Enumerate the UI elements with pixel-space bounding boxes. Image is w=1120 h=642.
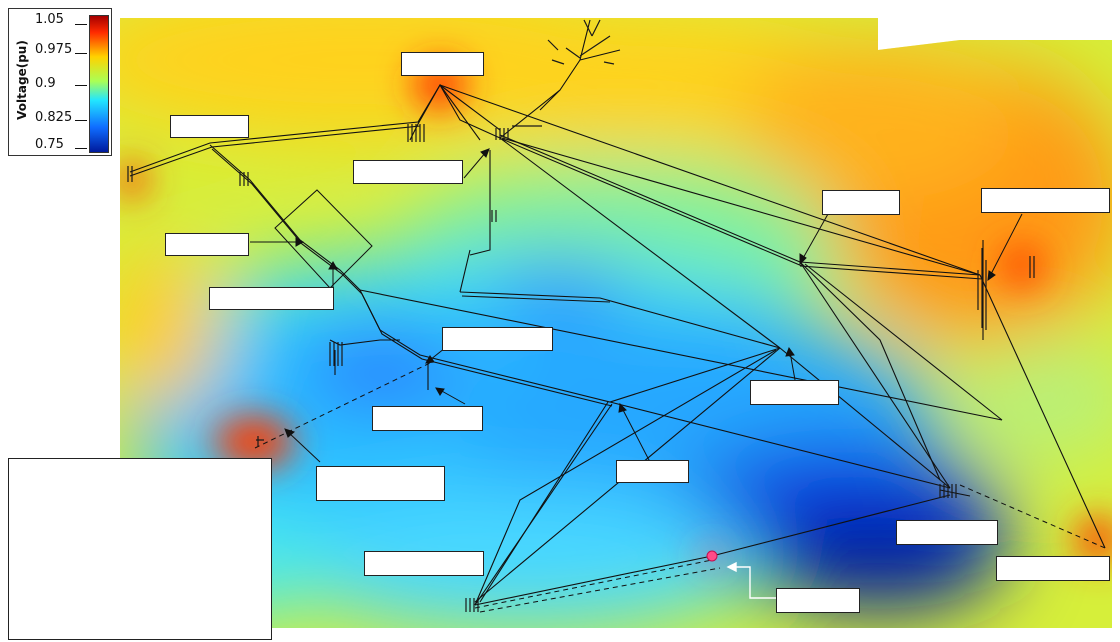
legend-tick: 0.825 [35,110,73,125]
callout-arrows [250,148,1023,463]
label-box [996,556,1110,581]
label-box [372,406,483,431]
color-legend: Voltage(pu) 1.05 0.975 0.9 0.825 0.75 [8,8,112,156]
tick-mark [75,24,87,25]
label-box [316,466,445,501]
label-box [165,233,249,256]
tick-mark [75,53,87,54]
bus-clusters [127,19,1035,612]
network-lines [129,19,1106,606]
source-marker [706,550,718,562]
highlight-region [274,189,373,289]
tick-mark [75,85,87,86]
label-box [209,287,334,310]
legend-tick: 0.975 [35,42,73,57]
label-box [822,190,900,215]
dashed-lines [254,362,1106,613]
label-box [896,520,998,545]
legend-colorbar [89,15,109,153]
legend-tick: 0.75 [35,137,64,152]
label-box [750,380,839,405]
tick-mark [75,120,87,121]
legend-title: Voltage(pu) [15,40,29,120]
tick-mark [75,148,87,149]
label-box [353,160,463,184]
legend-tick: 1.05 [35,12,64,27]
white-callout-arrow [726,561,776,599]
label-box [981,188,1110,213]
voltage-field [120,18,1112,628]
label-box [364,551,484,576]
legend-tick: 0.9 [35,76,56,91]
label-box [442,327,553,351]
label-box [776,588,860,613]
label-box [616,460,689,483]
label-box [401,52,484,76]
label-box [170,115,249,138]
info-box [8,458,272,640]
